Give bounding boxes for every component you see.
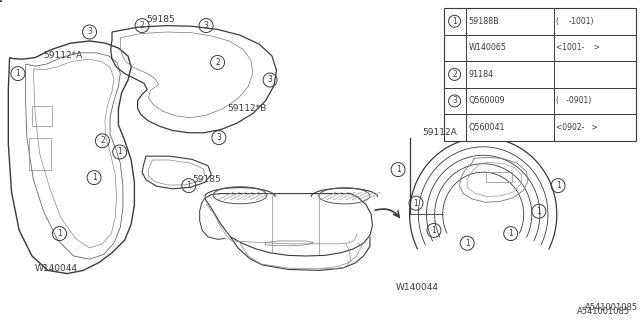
Text: 1: 1 <box>396 165 401 174</box>
Text: <0902-   >: <0902- > <box>556 123 598 132</box>
Text: 2: 2 <box>100 136 105 145</box>
Text: 1: 1 <box>508 229 513 238</box>
Text: 1: 1 <box>452 17 457 26</box>
Text: 1: 1 <box>413 199 419 208</box>
Text: 91184: 91184 <box>468 70 493 79</box>
Text: 1: 1 <box>465 239 470 248</box>
Text: 59185: 59185 <box>146 15 175 24</box>
Text: W140044: W140044 <box>35 264 78 273</box>
Text: A541001085: A541001085 <box>585 303 638 312</box>
Text: 3: 3 <box>216 133 221 142</box>
Text: 1: 1 <box>556 181 561 190</box>
Text: 59188B: 59188B <box>468 17 499 26</box>
Text: 3: 3 <box>268 76 273 84</box>
Text: 3: 3 <box>452 96 457 106</box>
Text: Q560009: Q560009 <box>468 96 505 106</box>
Text: 2: 2 <box>140 21 145 30</box>
Text: 1: 1 <box>186 181 191 190</box>
Text: 1: 1 <box>57 229 62 238</box>
Text: 3: 3 <box>87 28 92 36</box>
Text: 59112*A: 59112*A <box>44 52 83 60</box>
Text: 1: 1 <box>92 173 97 182</box>
Text: (   -0901): ( -0901) <box>556 96 591 106</box>
Text: 1: 1 <box>15 69 20 78</box>
Text: 3: 3 <box>204 21 209 30</box>
Text: 2: 2 <box>452 70 457 79</box>
Text: W140044: W140044 <box>396 284 438 292</box>
Text: (    -1001): ( -1001) <box>556 17 593 26</box>
Text: 3: 3 <box>0 0 3 4</box>
Text: 1: 1 <box>536 207 541 216</box>
Text: Q560041: Q560041 <box>468 123 505 132</box>
Text: 59112A: 59112A <box>422 128 457 137</box>
Text: <1001-    >: <1001- > <box>556 43 600 52</box>
Text: 59185: 59185 <box>192 175 221 184</box>
Bar <box>444 8 636 141</box>
Text: 1: 1 <box>0 0 3 4</box>
Text: 59112*B: 59112*B <box>227 104 266 113</box>
Text: A541001085: A541001085 <box>577 308 630 316</box>
Text: 2: 2 <box>215 58 220 67</box>
Text: 1: 1 <box>431 226 436 235</box>
Text: 2: 2 <box>0 0 3 4</box>
Text: W140065: W140065 <box>468 43 507 52</box>
Text: 1: 1 <box>117 148 122 156</box>
